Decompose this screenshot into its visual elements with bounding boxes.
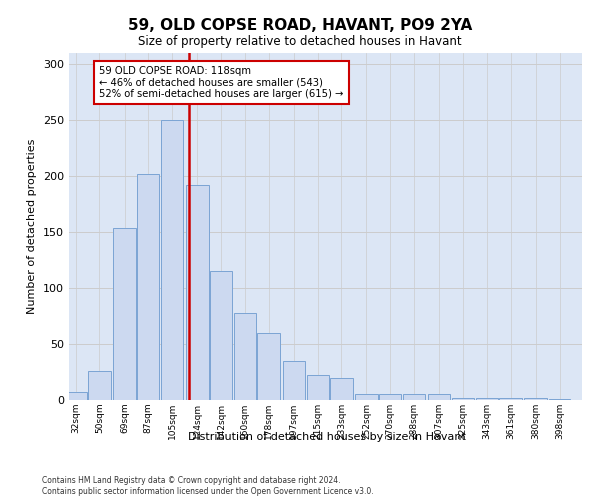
Bar <box>403 394 425 400</box>
Bar <box>234 312 256 400</box>
Bar <box>88 371 110 400</box>
Text: Contains HM Land Registry data © Crown copyright and database right 2024.: Contains HM Land Registry data © Crown c… <box>42 476 341 485</box>
Text: Size of property relative to detached houses in Havant: Size of property relative to detached ho… <box>138 35 462 48</box>
Bar <box>65 392 86 400</box>
Bar <box>137 174 159 400</box>
Bar <box>355 394 378 400</box>
Bar <box>307 376 329 400</box>
Bar <box>476 398 498 400</box>
Y-axis label: Number of detached properties: Number of detached properties <box>28 138 37 314</box>
Text: Contains public sector information licensed under the Open Government Licence v3: Contains public sector information licen… <box>42 487 374 496</box>
Bar <box>452 398 474 400</box>
Bar <box>548 399 571 400</box>
Bar <box>186 185 209 400</box>
Text: Distribution of detached houses by size in Havant: Distribution of detached houses by size … <box>188 432 466 442</box>
Text: 59 OLD COPSE ROAD: 118sqm
← 46% of detached houses are smaller (543)
52% of semi: 59 OLD COPSE ROAD: 118sqm ← 46% of detac… <box>100 66 344 99</box>
Bar <box>379 394 401 400</box>
Bar <box>257 332 280 400</box>
Bar <box>210 271 232 400</box>
Bar <box>161 120 184 400</box>
Bar <box>499 398 522 400</box>
Bar <box>283 361 305 400</box>
Bar <box>113 228 136 400</box>
Text: 59, OLD COPSE ROAD, HAVANT, PO9 2YA: 59, OLD COPSE ROAD, HAVANT, PO9 2YA <box>128 18 472 32</box>
Bar <box>428 394 451 400</box>
Bar <box>524 398 547 400</box>
Bar <box>330 378 353 400</box>
